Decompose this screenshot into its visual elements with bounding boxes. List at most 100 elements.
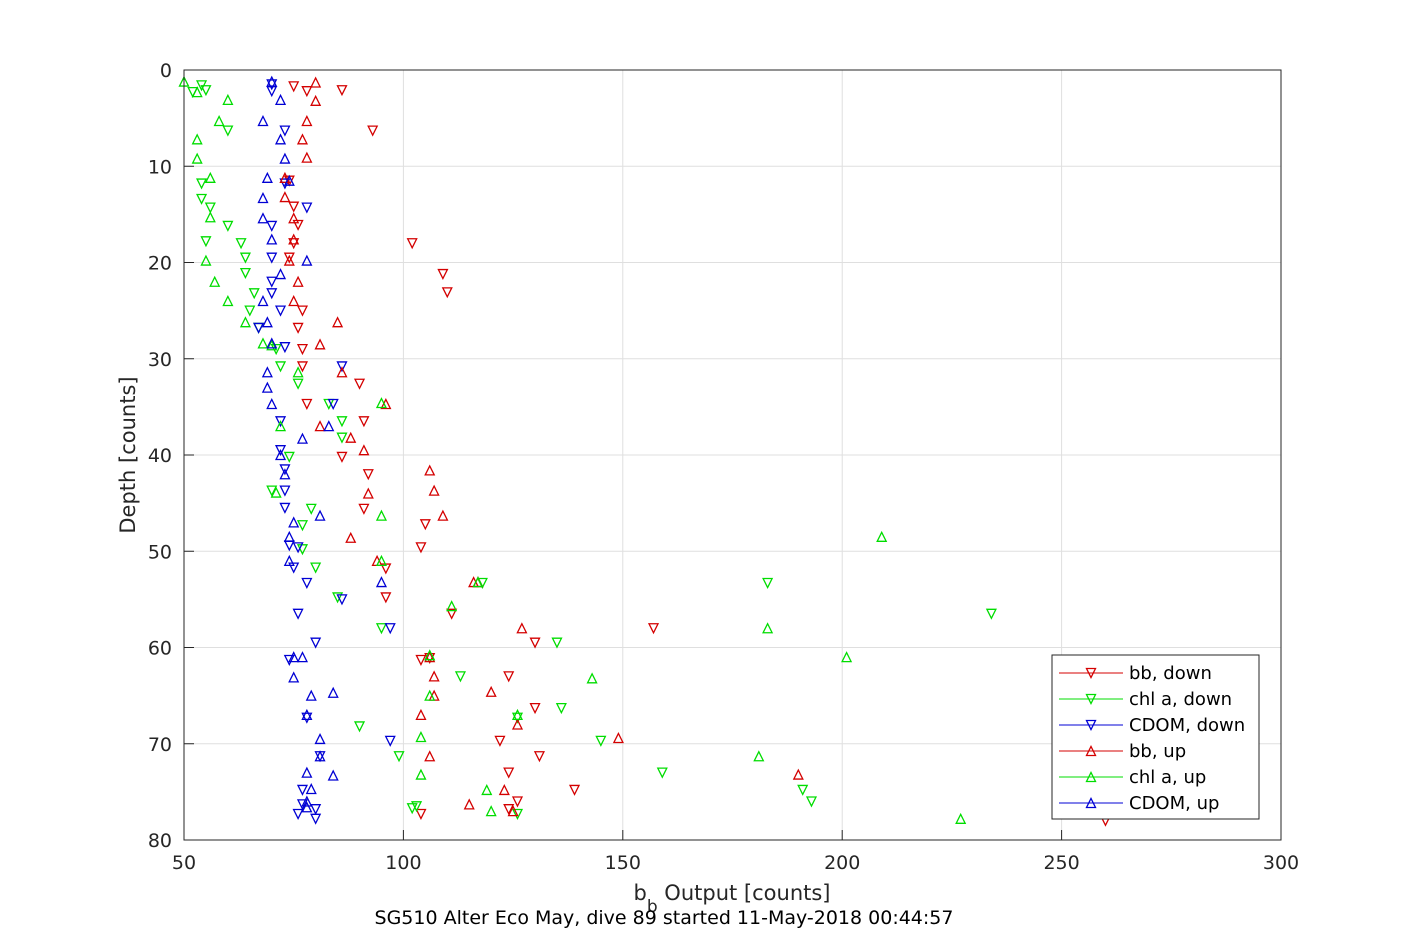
data-point [446,600,458,612]
data-point [485,685,497,697]
data-point [288,516,300,528]
data-point [261,316,273,328]
legend-label: CDOM, up [1129,793,1219,814]
legend-box [1051,654,1260,820]
data-point [555,702,567,715]
data-point [200,85,212,97]
y-tick-label: 80 [148,830,172,852]
data-point [239,267,251,280]
data-point [985,608,997,620]
data-point [415,542,427,554]
data-point [441,287,453,299]
data-point [332,316,344,328]
data-point [222,125,234,137]
data-point [301,708,313,721]
data-point [375,554,388,567]
data-point [296,133,309,145]
data-point [375,509,388,521]
data-point [261,171,273,183]
data-point [511,796,524,808]
data-point [266,337,278,349]
x-axis-label: bb Output [counts] [633,881,830,917]
data-point [336,361,348,373]
data-point [283,530,295,542]
data-point [266,398,278,410]
data-point [463,798,475,810]
series-5 [257,75,388,813]
data-point [204,202,216,214]
data-point [301,795,313,807]
series-4 [178,75,967,824]
data-point [612,732,624,744]
legend-label: chl a, down [1129,689,1232,710]
data-point [310,804,322,816]
data-point [279,468,291,480]
y-tick-label: 10 [148,156,172,178]
data-point [345,431,357,443]
data-point [305,689,317,701]
data-point [301,151,313,163]
data-point [283,254,295,266]
data-point [301,766,313,778]
data-point [274,420,287,432]
data-point [209,275,221,287]
data-point [191,133,203,145]
data-point [314,420,326,432]
data-point [345,531,357,543]
data-point [310,76,322,88]
data-point [257,337,269,349]
data-point [204,171,216,183]
series-0 [283,81,1112,827]
data-point [257,192,269,204]
legend-label: CDOM, down [1129,715,1245,736]
data-point [384,735,396,747]
legend: bb, down chl a, down CDOM, down bb, up chl a… [1051,654,1260,820]
x-tick-label: 50 [172,852,196,874]
legend-marker [1085,745,1097,757]
data-point [336,366,348,378]
data-point [472,576,484,588]
data-point [498,783,510,796]
data-point [424,649,436,661]
data-point [310,637,322,649]
data-point [283,554,295,567]
data-point [305,783,317,795]
data-point [511,808,524,820]
data-point [380,592,392,604]
data-point [204,211,216,223]
data-point [529,702,541,715]
legend-marker [1085,771,1097,783]
data-point [647,623,660,635]
data-point [656,767,668,779]
data-point [288,212,300,224]
data-point [358,444,370,456]
data-point [305,503,317,515]
data-point [511,708,524,721]
data-point [314,509,326,521]
data-point [274,361,287,373]
data-point [533,751,545,763]
data-point [428,484,440,496]
data-point [327,398,339,410]
data-markers [178,75,1112,827]
data-point [876,530,888,542]
data-point [274,93,287,105]
data-point [248,288,260,300]
data-point [292,322,304,334]
data-point [239,316,251,328]
y-tick-label: 20 [148,253,172,275]
data-point [257,212,269,224]
legend-marker [1085,797,1097,809]
data-point [296,305,309,317]
data-point [239,252,251,264]
data-point [507,805,519,817]
data-point [481,783,493,796]
y-tick-label: 0 [160,60,172,82]
data-point [235,238,247,250]
data-point [415,808,427,820]
data-point [353,378,366,390]
data-point [279,178,291,190]
data-point [261,366,273,378]
data-point [516,622,528,634]
data-point [274,416,287,428]
